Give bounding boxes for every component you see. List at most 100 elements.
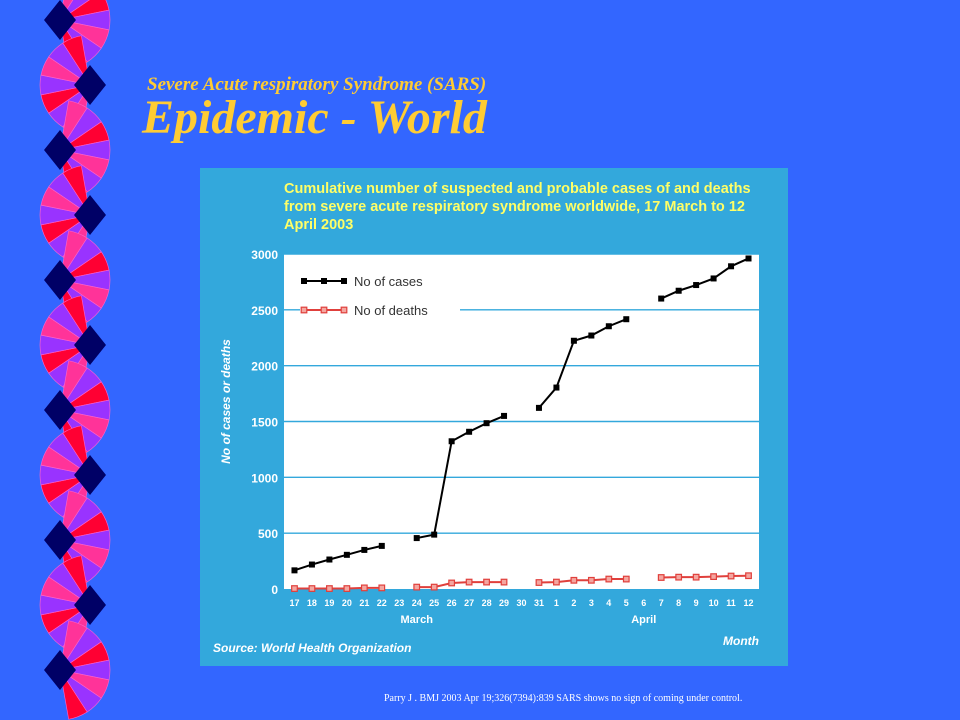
- legend: No of cases No of deaths: [300, 272, 460, 319]
- x-tick-label: 28: [482, 598, 492, 608]
- x-tick-label: 25: [429, 598, 439, 608]
- data-point: [605, 323, 612, 330]
- data-point: [465, 578, 473, 586]
- slide-title: Epidemic - World: [142, 91, 487, 144]
- legend-marker: [340, 306, 348, 314]
- x-tick-label: 26: [447, 598, 457, 608]
- data-point: [430, 583, 438, 591]
- data-point: [728, 263, 735, 270]
- data-point: [535, 579, 543, 586]
- data-point: [587, 576, 595, 584]
- x-tick-label: 7: [659, 598, 664, 608]
- data-point: [570, 337, 577, 344]
- x-tick-label: 3: [589, 598, 594, 608]
- x-tick-label: 1: [554, 598, 559, 608]
- month-label: April: [631, 614, 656, 626]
- x-tick-label: 21: [359, 598, 369, 608]
- data-point: [570, 576, 578, 584]
- x-tick-label: 12: [744, 598, 754, 608]
- data-point: [553, 578, 560, 586]
- y-tick-label: 1000: [251, 471, 278, 485]
- fan-pinwheel-icon: [39, 295, 106, 395]
- data-point: [622, 575, 630, 583]
- data-point: [431, 531, 438, 538]
- data-point: [675, 287, 682, 294]
- legend-marker: [341, 278, 347, 284]
- chart-source: Source: World Health Organization: [213, 641, 412, 655]
- legend-bg: [300, 272, 460, 290]
- data-point: [413, 583, 421, 591]
- data-point: [658, 295, 665, 302]
- x-tick-label: 9: [694, 598, 699, 608]
- data-point: [675, 573, 683, 581]
- data-point: [308, 561, 315, 568]
- series-deaths: [291, 572, 752, 592]
- x-tick-label: 24: [412, 598, 422, 608]
- legend-label: No of cases: [354, 274, 423, 289]
- data-point: [413, 535, 420, 542]
- data-point: [343, 551, 350, 558]
- citation: Parry J . BMJ 2003 Apr 19;326(7394):839 …: [384, 693, 743, 704]
- data-point: [378, 542, 385, 549]
- y-tick-label: 500: [258, 527, 278, 541]
- legend-marker: [320, 306, 328, 314]
- series-cases: [291, 255, 752, 574]
- data-point: [448, 579, 456, 587]
- data-point: [535, 404, 542, 411]
- x-tick-label: 5: [624, 598, 629, 608]
- x-tick-label: 6: [641, 598, 646, 608]
- data-point: [710, 573, 717, 581]
- x-tick-label: 27: [464, 598, 474, 608]
- data-point: [483, 578, 490, 586]
- y-tick-label: 2500: [251, 304, 278, 318]
- data-point: [501, 412, 508, 419]
- x-tick-label: 17: [289, 598, 299, 608]
- month-label: March: [401, 614, 434, 626]
- data-point: [500, 578, 508, 586]
- x-tick-label: 4: [606, 598, 611, 608]
- data-point: [588, 332, 595, 339]
- y-tick-label: 3000: [251, 248, 278, 262]
- x-tick-label: 29: [499, 598, 509, 608]
- legend-marker: [300, 306, 308, 314]
- data-point: [623, 316, 630, 323]
- data-point: [745, 572, 752, 580]
- data-point: [727, 572, 735, 580]
- data-point: [657, 574, 665, 581]
- data-point: [483, 420, 490, 427]
- x-tick-label: 23: [394, 598, 404, 608]
- x-tick-label: 8: [676, 598, 681, 608]
- x-tick-label: 2: [571, 598, 576, 608]
- series-line: [294, 586, 382, 590]
- data-point: [308, 585, 316, 592]
- x-tick-label: 10: [709, 598, 719, 608]
- legend-marker: [321, 278, 327, 284]
- fan-pinwheel-icon: [44, 100, 111, 200]
- x-tick-label: 31: [534, 598, 544, 608]
- data-point: [326, 556, 333, 563]
- legend-bg: [300, 301, 460, 319]
- x-tick-label: 19: [324, 598, 334, 608]
- y-tick-label: 1500: [251, 416, 278, 430]
- x-tick-label: 22: [377, 598, 387, 608]
- x-tick-label: 11: [726, 598, 736, 608]
- slide-subtitle: Severe Acute respiratory Syndrome (SARS): [147, 74, 487, 95]
- data-point: [360, 584, 368, 592]
- data-point: [361, 546, 368, 553]
- x-tick-label: 30: [516, 598, 526, 608]
- fan-pinwheel-icon: [44, 620, 111, 720]
- legend-label: No of deaths: [354, 303, 428, 318]
- data-point: [745, 255, 752, 262]
- data-point: [448, 438, 455, 445]
- data-point: [710, 275, 717, 282]
- x-tick-label: 20: [342, 598, 352, 608]
- fan-pinwheel-icon: [44, 230, 111, 330]
- data-point: [378, 584, 386, 592]
- data-point: [693, 282, 700, 289]
- data-point: [553, 384, 560, 391]
- data-point: [466, 428, 473, 435]
- data-point: [291, 585, 298, 592]
- data-point: [692, 573, 700, 581]
- x-tick-label: 18: [307, 598, 317, 608]
